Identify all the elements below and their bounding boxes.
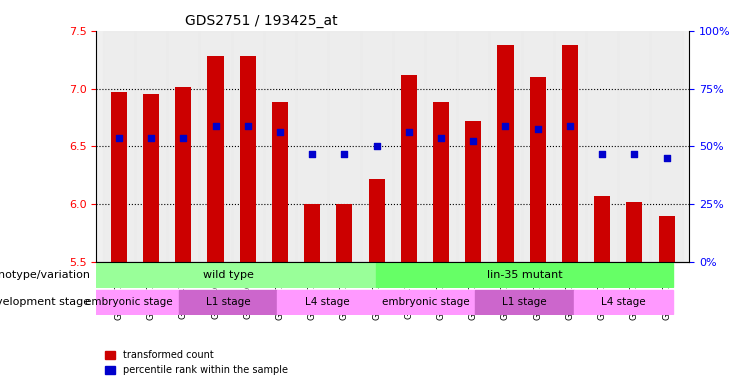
Point <box>468 137 479 144</box>
FancyBboxPatch shape <box>574 290 673 314</box>
Point <box>145 135 157 141</box>
Point <box>370 143 382 149</box>
Bar <box>361 31 393 262</box>
FancyBboxPatch shape <box>376 263 673 287</box>
Bar <box>530 77 546 262</box>
Text: development stage: development stage <box>0 297 90 307</box>
Point <box>210 122 222 129</box>
Bar <box>328 31 361 262</box>
Bar <box>562 45 578 262</box>
Point <box>564 122 576 129</box>
Point <box>628 151 640 157</box>
Point <box>532 126 544 132</box>
Bar <box>199 31 232 262</box>
Bar <box>497 45 514 262</box>
Bar <box>425 31 457 262</box>
Text: L4 stage: L4 stage <box>601 297 645 307</box>
Bar <box>626 202 642 262</box>
Bar <box>433 103 449 262</box>
Bar <box>651 31 682 262</box>
Text: L4 stage: L4 stage <box>305 297 349 307</box>
Bar <box>103 31 135 262</box>
FancyBboxPatch shape <box>80 263 376 287</box>
Point <box>274 129 286 136</box>
Point <box>597 151 608 157</box>
Bar <box>489 31 522 262</box>
Bar <box>143 94 159 262</box>
Point <box>499 122 511 129</box>
Point <box>339 151 350 157</box>
FancyBboxPatch shape <box>80 290 179 314</box>
Bar <box>522 31 554 262</box>
Text: genotype/variation: genotype/variation <box>0 270 90 280</box>
Bar <box>457 31 489 262</box>
Point <box>177 135 189 141</box>
Bar <box>594 196 610 262</box>
Text: L1 stage: L1 stage <box>502 297 547 307</box>
Legend: transformed count, percentile rank within the sample: transformed count, percentile rank withi… <box>102 346 291 379</box>
Bar <box>393 31 425 262</box>
Text: GDS2751 / 193425_at: GDS2751 / 193425_at <box>185 14 338 28</box>
Bar <box>659 216 674 262</box>
Bar <box>336 204 353 262</box>
Bar <box>618 31 651 262</box>
Bar <box>239 56 256 262</box>
Bar <box>586 31 618 262</box>
Text: L1 stage: L1 stage <box>206 297 250 307</box>
Bar <box>111 92 127 262</box>
FancyBboxPatch shape <box>475 290 574 314</box>
Point <box>403 129 415 136</box>
Bar <box>135 31 167 262</box>
Bar <box>401 74 417 262</box>
Text: embryonic stage: embryonic stage <box>382 297 470 307</box>
Bar <box>232 31 264 262</box>
Bar <box>368 179 385 262</box>
Bar <box>264 31 296 262</box>
Bar <box>272 103 288 262</box>
Bar <box>167 31 199 262</box>
Point <box>661 155 673 161</box>
Bar <box>304 204 320 262</box>
Bar <box>554 31 586 262</box>
Point <box>113 135 124 141</box>
Point <box>306 151 318 157</box>
Point <box>435 135 447 141</box>
Bar <box>207 56 224 262</box>
Bar <box>465 121 482 262</box>
Bar <box>176 88 191 262</box>
Bar <box>296 31 328 262</box>
FancyBboxPatch shape <box>179 290 277 314</box>
FancyBboxPatch shape <box>277 290 376 314</box>
Text: lin-35 mutant: lin-35 mutant <box>487 270 562 280</box>
Text: embryonic stage: embryonic stage <box>85 297 173 307</box>
Text: wild type: wild type <box>202 270 253 280</box>
FancyBboxPatch shape <box>376 290 475 314</box>
Point <box>242 122 253 129</box>
